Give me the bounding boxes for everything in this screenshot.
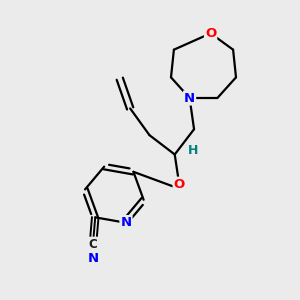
Text: N: N	[87, 252, 98, 265]
Text: C: C	[88, 238, 97, 250]
Text: H: H	[188, 144, 198, 158]
Text: O: O	[205, 27, 216, 40]
Text: N: N	[184, 92, 195, 104]
Text: N: N	[120, 216, 131, 229]
Text: O: O	[174, 178, 185, 191]
